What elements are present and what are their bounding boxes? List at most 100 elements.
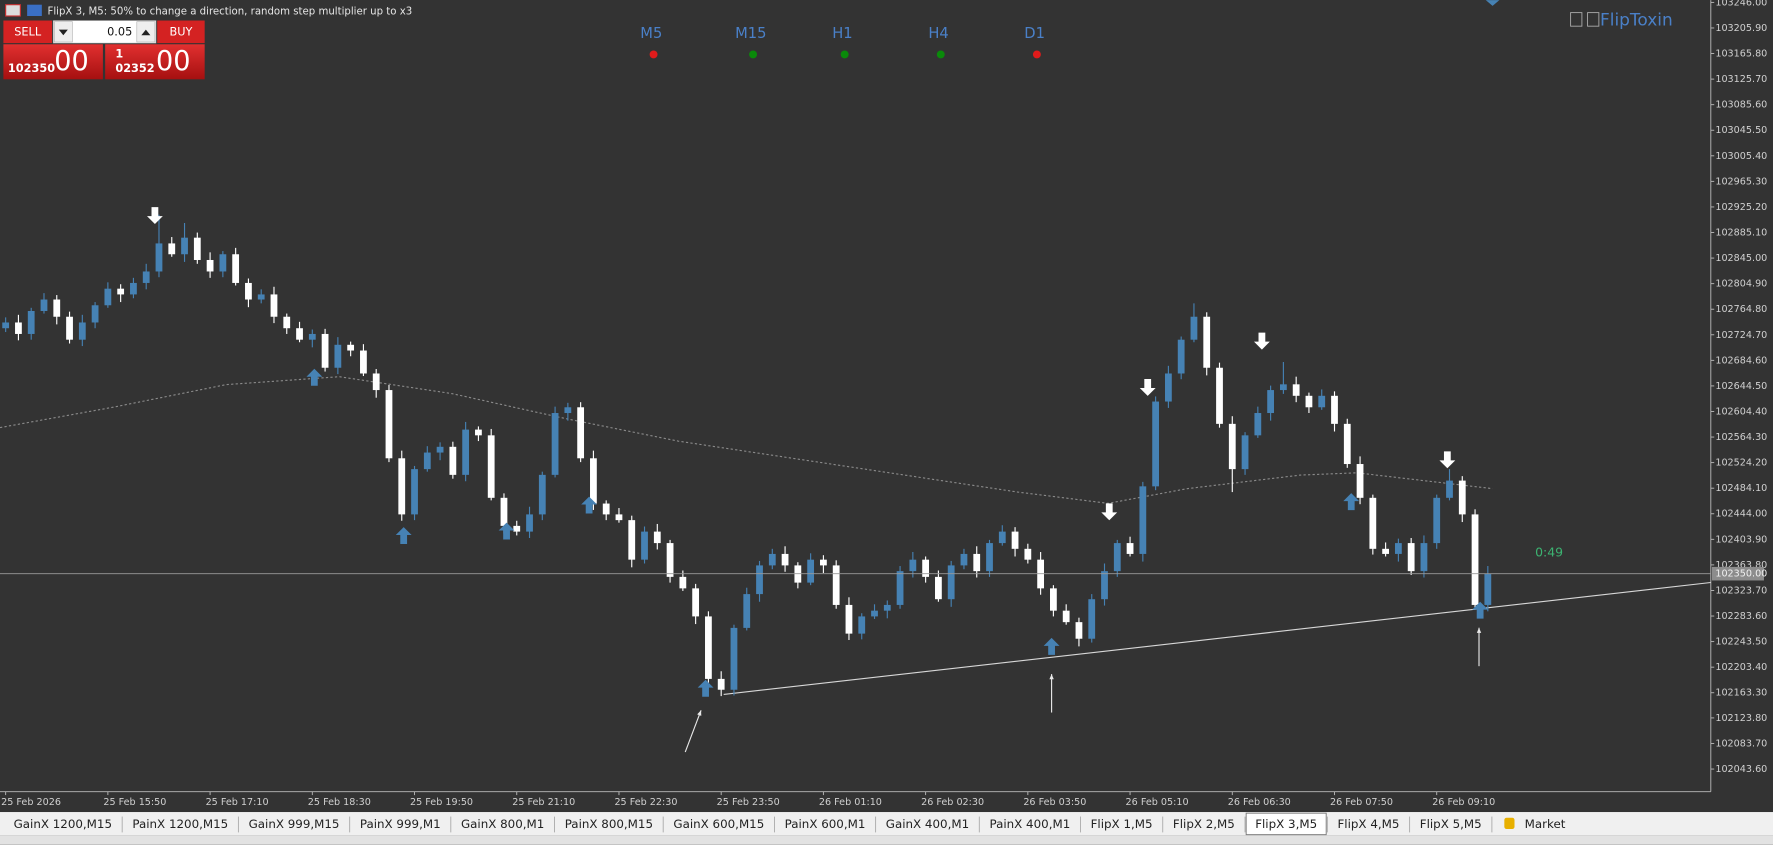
- candle-body: [78, 322, 86, 340]
- candle-body: [1165, 373, 1172, 402]
- timeframe-label: H4: [928, 25, 948, 42]
- candle-body: [1011, 531, 1019, 549]
- tab[interactable]: [775, 814, 875, 834]
- tab[interactable]: [1163, 814, 1244, 834]
- candle-body: [692, 588, 700, 617]
- timeframe-dot: [840, 50, 849, 59]
- y-tick-label: 102764.80: [1715, 304, 1767, 315]
- y-tick-label: 102845.00: [1715, 253, 1767, 264]
- buy-button[interactable]: [157, 20, 205, 44]
- buy-label: BUY: [169, 25, 192, 38]
- tab[interactable]: [1081, 814, 1162, 834]
- x-tick-label: 25 Feb 19:50: [410, 797, 473, 808]
- tab[interactable]: [350, 814, 450, 834]
- x-tick-label: 26 Feb 07:50: [1330, 797, 1393, 808]
- y-tick-label: 103125.70: [1715, 74, 1767, 85]
- candle-body: [858, 616, 866, 634]
- candle-body: [206, 259, 214, 272]
- y-tick-label: 102484.10: [1715, 483, 1767, 494]
- y-tick-label: 102804.90: [1715, 279, 1767, 290]
- sell-price-box[interactable]: [3, 44, 103, 80]
- tab[interactable]: [1328, 814, 1409, 834]
- tab[interactable]: [1245, 812, 1327, 836]
- x-tick-label: 25 Feb 23:50: [717, 797, 780, 808]
- candle-body: [564, 407, 572, 414]
- y-tick-label: 102123.80: [1715, 713, 1767, 724]
- volume-input[interactable]: [52, 20, 157, 44]
- chart-background: [0, 0, 1773, 812]
- tab[interactable]: [1410, 814, 1491, 834]
- tab[interactable]: [980, 814, 1080, 834]
- volume-down-icon: [58, 29, 68, 36]
- candle-body: [1420, 543, 1428, 572]
- candle-body: [411, 469, 418, 515]
- tab-label: FlipX 5,M5: [1420, 817, 1482, 831]
- candle-body: [743, 594, 751, 628]
- sell-label: SELL: [14, 25, 42, 38]
- candle-body: [1458, 480, 1466, 515]
- tab[interactable]: [555, 814, 663, 834]
- sell-signal-arrow: [1253, 332, 1270, 350]
- x-tick-label: 26 Feb 01:10: [819, 797, 882, 808]
- sell-button[interactable]: [3, 20, 53, 44]
- y-tick-label: 102403.90: [1715, 534, 1767, 545]
- buy-price-box[interactable]: [105, 44, 205, 80]
- tab[interactable]: [4, 814, 122, 834]
- marker-arrow-head: [1476, 627, 1482, 633]
- tab[interactable]: [664, 814, 774, 834]
- volume-up-icon: [141, 29, 151, 36]
- candle-body: [756, 565, 763, 595]
- y-tick-label: 102524.20: [1715, 458, 1767, 469]
- candle-body: [551, 413, 559, 475]
- candle-body: [1216, 367, 1223, 424]
- candle-body: [1050, 588, 1057, 611]
- buy-signal-arrow: [1472, 601, 1489, 619]
- tab-label: Market: [1525, 817, 1566, 831]
- tab[interactable]: [239, 814, 349, 834]
- y-tick-label: 102965.30: [1715, 176, 1767, 187]
- x-tick-label: 25 Feb 18:30: [308, 797, 371, 808]
- tab[interactable]: [451, 814, 554, 834]
- candle-body: [641, 531, 648, 560]
- candle-body: [883, 604, 891, 611]
- price-label: 102350.00: [1715, 569, 1767, 580]
- candle-body: [1446, 480, 1453, 498]
- x-tick-label: 25 Feb 21:10: [512, 797, 575, 808]
- candle-body: [91, 305, 99, 323]
- tab-label: PainX 1200,M15: [132, 817, 228, 831]
- x-tick-label: 26 Feb 09:10: [1432, 797, 1495, 808]
- buy-price-small: 02352: [115, 62, 154, 75]
- candle-body: [781, 553, 789, 566]
- volume-value: 0.05: [107, 25, 132, 38]
- candle-body: [117, 288, 125, 295]
- y-tick-label: 103085.60: [1715, 100, 1767, 111]
- tab[interactable]: [123, 814, 238, 834]
- y-tick-label: 102323.70: [1715, 585, 1767, 596]
- brand: FlipToxin: [1600, 10, 1673, 30]
- y-tick-label: 102243.50: [1715, 637, 1767, 648]
- tab-label: GainX 800,M1: [461, 817, 544, 831]
- timeframe-label: M15: [735, 25, 766, 42]
- candle-body: [922, 559, 930, 577]
- y-tick-label: 102684.60: [1715, 355, 1767, 366]
- y-tick-label: 103045.50: [1715, 125, 1767, 136]
- plot: [0, 207, 1711, 753]
- candle-body: [1279, 384, 1287, 391]
- tab[interactable]: [876, 814, 979, 834]
- candle-body: [628, 520, 636, 560]
- candle-body: [487, 435, 495, 498]
- y-tick-label: 103005.40: [1715, 151, 1767, 162]
- candle-body: [1203, 316, 1211, 368]
- candle-body: [181, 237, 188, 255]
- candle-body: [602, 503, 610, 515]
- candle-body: [500, 497, 508, 526]
- candle-body: [807, 559, 815, 583]
- tab-label: PainX 800,M15: [565, 817, 653, 831]
- candle-body: [1305, 395, 1313, 408]
- timeframe-label: H1: [832, 25, 852, 42]
- y-tick-label: 103165.80: [1715, 49, 1767, 60]
- bar-timer: 0:49: [1535, 545, 1563, 560]
- candle-body: [40, 299, 48, 311]
- x-tick-label: 26 Feb 02:30: [921, 797, 984, 808]
- buy-signal-arrow: [1043, 637, 1060, 655]
